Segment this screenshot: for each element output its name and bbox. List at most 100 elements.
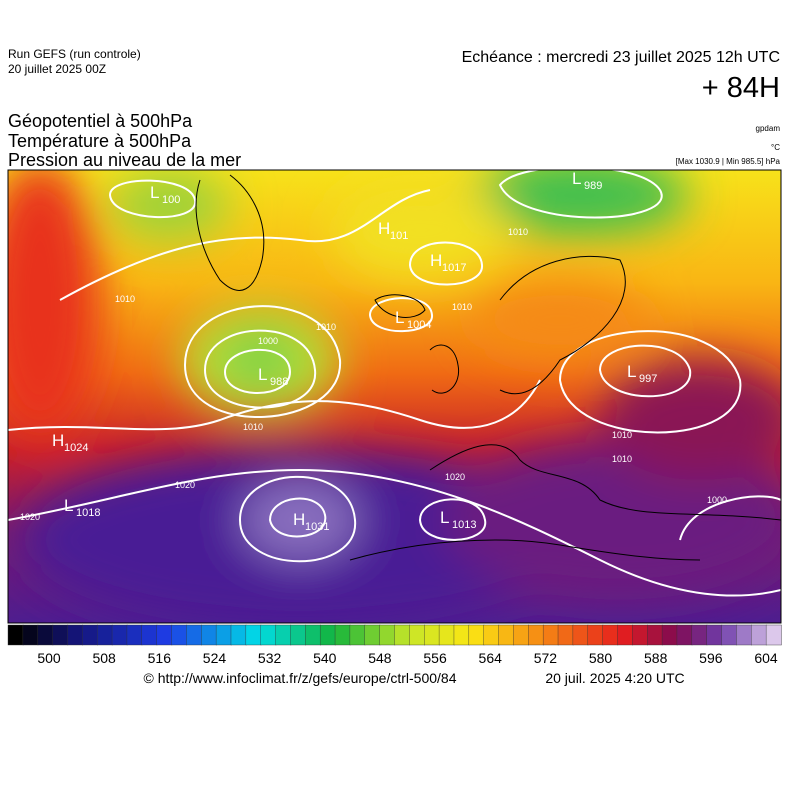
pressure-center-type: L — [395, 308, 404, 327]
colorbar-swatch — [111, 624, 128, 646]
colorbar-tick-label: 596 — [699, 650, 723, 666]
pressure-center-value: 988 — [270, 376, 288, 388]
colorbar-swatch — [661, 624, 678, 646]
pressure-center-type: L — [150, 183, 159, 202]
pressure-center-type: H — [430, 251, 442, 270]
pressure-center-value: 101 — [390, 230, 408, 242]
contour-label: 1010 — [316, 322, 336, 332]
contour-label: 1010 — [243, 422, 263, 432]
pressure-center-value: 1004 — [407, 319, 431, 331]
contour-label: 1010 — [115, 294, 135, 304]
contour-label: 1020 — [445, 472, 465, 482]
colorbar-swatch — [438, 624, 455, 646]
colorbar-tick-label: 572 — [534, 650, 558, 666]
contour-label: 1010 — [452, 302, 472, 312]
contour-label: 1020 — [20, 512, 40, 522]
pressure-center-value: 1024 — [64, 442, 88, 454]
colorbar-swatch — [141, 624, 158, 646]
pressure-center-type: H — [378, 219, 390, 238]
colorbar-tick-label: 580 — [589, 650, 613, 666]
colorbar-swatch — [305, 624, 321, 646]
pressure-center-value: 1013 — [452, 519, 476, 531]
colorbar-swatch — [334, 624, 351, 646]
colorbar-swatch — [409, 624, 425, 646]
colorbar-swatch — [721, 624, 738, 646]
colorbar-swatch — [632, 624, 648, 646]
unit-label: [Max 1030.9 | Min 985.5] hPa — [676, 157, 781, 166]
colorbar-swatch — [349, 624, 366, 646]
colorbar-swatch — [691, 624, 708, 646]
colorbar-swatch — [542, 624, 559, 646]
field-label: Température à 500hPa — [8, 131, 192, 151]
colorbar-swatch — [245, 624, 262, 646]
map-frame — [7, 169, 782, 624]
generated-time: 20 juil. 2025 4:20 UTC — [545, 670, 684, 686]
contour-label: 1000 — [707, 495, 727, 505]
colorbar-tick-label: 588 — [644, 650, 668, 666]
colorbar-swatch — [364, 624, 381, 646]
colorbar-swatch — [230, 624, 247, 646]
colorbar-swatch — [201, 624, 217, 646]
colorbar-swatch — [319, 624, 336, 646]
colorbar-swatch — [572, 624, 589, 646]
colorbar-swatch — [7, 624, 24, 646]
pressure-center-value: 1031 — [305, 521, 329, 533]
colorbar-swatch — [676, 624, 693, 646]
colorbar-swatch — [82, 624, 98, 646]
colorbar-swatch — [260, 624, 277, 646]
colorbar-swatch — [275, 624, 292, 646]
colorbar-swatch — [647, 624, 663, 646]
colorbar-swatch — [186, 624, 202, 646]
colorbar-tick-label: 532 — [258, 650, 282, 666]
colorbar-swatch — [52, 624, 69, 646]
field-label: Pression au niveau de la mer — [8, 150, 241, 170]
colorbar-swatch — [394, 624, 411, 646]
pressure-center-type: L — [258, 365, 267, 384]
colorbar-swatch — [171, 624, 188, 646]
colorbar-swatch — [587, 624, 604, 646]
colorbar-swatch — [379, 624, 396, 646]
map — [8, 170, 781, 623]
pressure-center-value: 997 — [639, 373, 657, 385]
pressure-center-value: 100 — [162, 194, 180, 206]
colorbar-swatch — [765, 624, 782, 646]
colorbar-swatch — [602, 624, 619, 646]
colorbar-swatch — [453, 624, 470, 646]
colorbar-tick-label: 548 — [368, 650, 392, 666]
unit-label: °C — [771, 143, 780, 152]
colorbar-swatch — [617, 624, 634, 646]
colorbar-swatch — [22, 624, 39, 646]
colorbar-tick-label: 508 — [92, 650, 116, 666]
pressure-center-type: L — [627, 362, 636, 381]
pressure-center-type: L — [572, 169, 581, 188]
pressure-center-type: H — [52, 431, 64, 450]
colorbar-swatch — [37, 624, 54, 646]
colorbar-swatch — [156, 624, 173, 646]
pressure-center-value: 1017 — [442, 262, 466, 274]
pressure-center-type: H — [293, 510, 305, 529]
colorbar-swatch — [706, 624, 723, 646]
field-label: Géopotentiel à 500hPa — [8, 111, 193, 131]
contour-label: 1010 — [612, 454, 632, 464]
unit-label: gpdam — [756, 124, 781, 133]
colorbar-swatch — [468, 624, 485, 646]
run-date: 20 juillet 2025 00Z — [8, 62, 106, 76]
colorbar-tick-label: 516 — [148, 650, 172, 666]
colorbar-tick-label: 564 — [479, 650, 503, 666]
pressure-center-type: L — [440, 508, 449, 527]
colorbar-swatch — [483, 624, 500, 646]
colorbar-swatch — [513, 624, 529, 646]
colorbar-tick-label: 524 — [203, 650, 227, 666]
pressure-center-value: 989 — [584, 180, 602, 192]
colorbar-swatch — [67, 624, 84, 646]
colorbar-swatch — [215, 624, 232, 646]
colorbar-swatch — [96, 624, 113, 646]
contour-label: 1010 — [612, 430, 632, 440]
colorbar-swatch — [736, 624, 752, 646]
colorbar-tick-label: 500 — [37, 650, 61, 666]
valid-time: Echéance : mercredi 23 juillet 2025 12h … — [462, 49, 780, 66]
source-url: © http://www.infoclimat.fr/z/gefs/europe… — [143, 670, 456, 686]
colorbar-swatch — [557, 624, 574, 646]
